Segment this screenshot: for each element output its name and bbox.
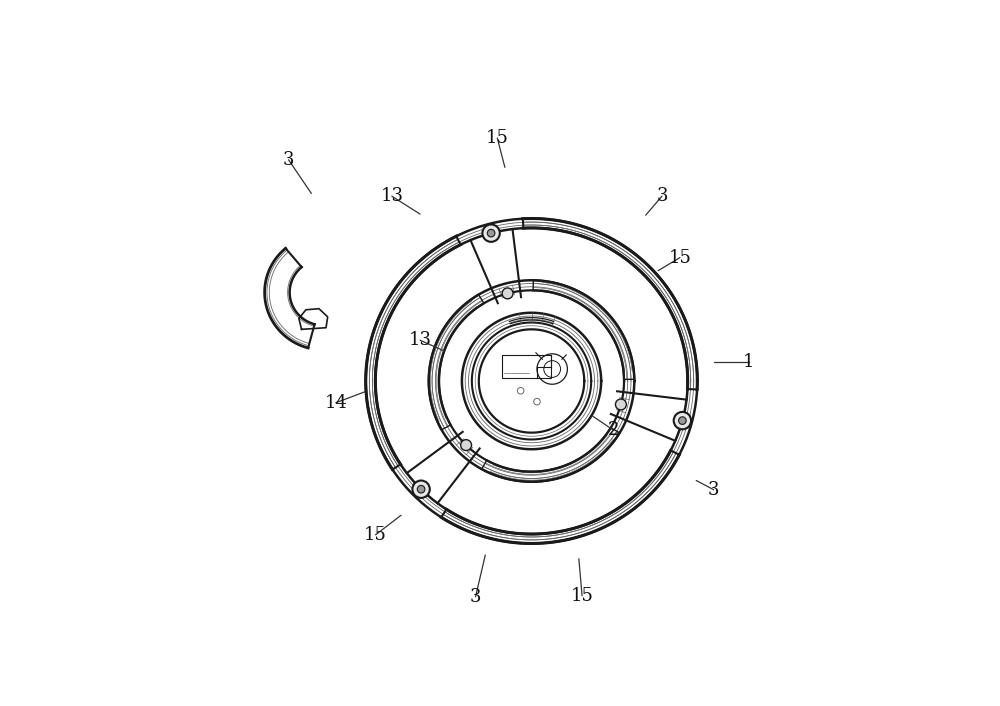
Circle shape	[679, 417, 686, 424]
Text: 13: 13	[409, 331, 432, 349]
Text: 15: 15	[364, 526, 387, 544]
Text: 3: 3	[708, 481, 719, 498]
Text: 3: 3	[656, 187, 668, 205]
Circle shape	[482, 225, 500, 242]
Text: 15: 15	[571, 587, 594, 605]
Circle shape	[461, 440, 472, 450]
Circle shape	[412, 481, 430, 498]
Circle shape	[502, 288, 513, 299]
Circle shape	[487, 229, 495, 237]
Circle shape	[417, 486, 425, 493]
Text: 3: 3	[470, 588, 481, 606]
Circle shape	[615, 399, 626, 410]
Text: 15: 15	[486, 129, 509, 147]
Text: 15: 15	[668, 249, 691, 267]
Bar	[502, 355, 551, 378]
Text: 1: 1	[743, 353, 755, 371]
Text: 14: 14	[324, 394, 347, 412]
Text: 3: 3	[283, 151, 294, 169]
Circle shape	[674, 412, 691, 429]
Text: 2: 2	[607, 421, 619, 439]
Text: 13: 13	[380, 187, 403, 205]
